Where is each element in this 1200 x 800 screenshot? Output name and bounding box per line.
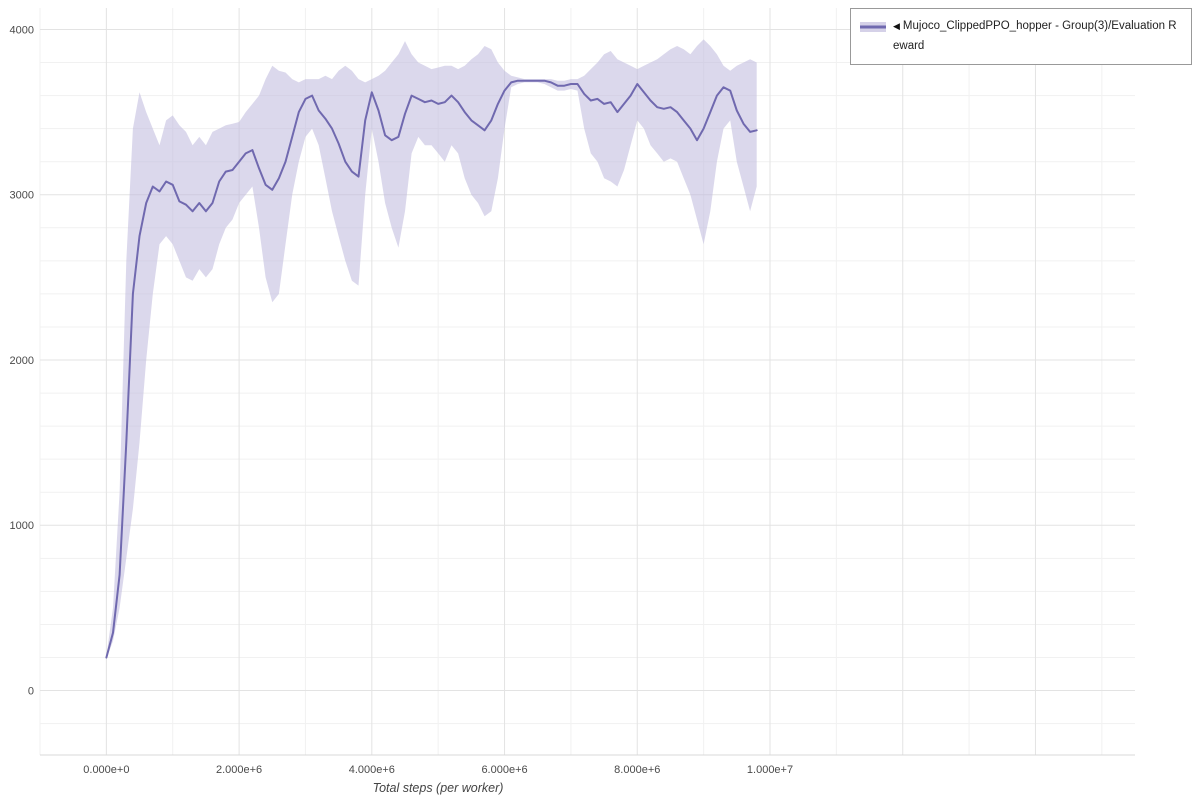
- x-tick-label: 0.000e+0: [83, 764, 129, 776]
- legend-entry-label[interactable]: Mujoco_ClippedPPO_hopper - Group(3)/Eval…: [893, 20, 1177, 53]
- x-tick-label: 2.000e+6: [216, 764, 262, 776]
- series-line: [105, 79, 758, 659]
- x-tick-label: 1.000e+7: [747, 764, 793, 776]
- x-axis-title: Total steps (per worker): [372, 781, 504, 795]
- y-tick-label: 4000: [10, 24, 34, 36]
- y-tick-label: 1000: [10, 520, 34, 532]
- legend-entry[interactable]: ◀ Mujoco_ClippedPPO_hopper - Group(3)/Eva…: [893, 16, 1182, 56]
- legend-series-swatch: [860, 22, 886, 32]
- legend[interactable]: ◀ Mujoco_ClippedPPO_hopper - Group(3)/Eva…: [850, 8, 1192, 66]
- y-tick-label: 0: [28, 685, 34, 697]
- confidence-band: [106, 39, 757, 660]
- x-tick-label: 6.000e+6: [481, 764, 527, 776]
- legend-toggle-icon[interactable]: ◀: [893, 21, 900, 31]
- y-tick-label: 2000: [10, 355, 34, 367]
- x-tick-label: 8.000e+6: [614, 764, 660, 776]
- y-tick-label: 3000: [10, 190, 34, 202]
- x-tick-label: 4.000e+6: [349, 764, 395, 776]
